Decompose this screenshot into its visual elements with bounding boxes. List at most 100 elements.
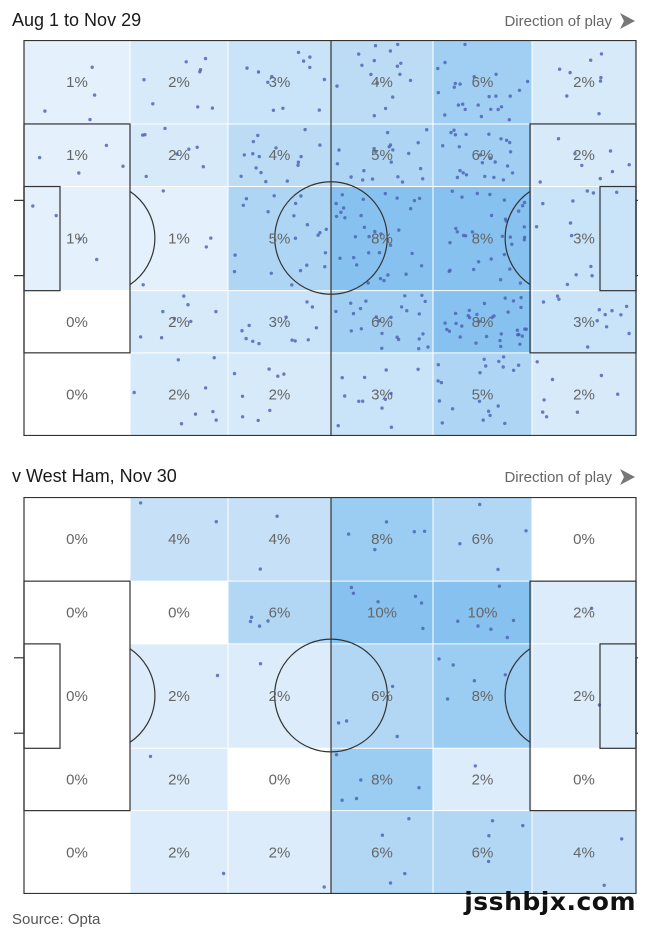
touch-dot bbox=[349, 301, 353, 305]
touch-dot bbox=[372, 58, 376, 63]
touch-dot bbox=[453, 311, 458, 316]
touch-dot bbox=[550, 377, 555, 382]
zone-value-label: 3% bbox=[573, 231, 595, 248]
touch-dot bbox=[496, 404, 500, 408]
touch-dot bbox=[388, 49, 393, 53]
touch-dot bbox=[460, 324, 464, 328]
touch-dot bbox=[296, 163, 300, 167]
touch-dot bbox=[214, 418, 218, 422]
touch-dot bbox=[464, 173, 469, 177]
touch-dot bbox=[624, 304, 629, 309]
touch-dot bbox=[603, 312, 607, 317]
touch-dot bbox=[604, 325, 609, 329]
touch-dot bbox=[373, 229, 377, 234]
touch-dot bbox=[386, 273, 390, 277]
zone-cell bbox=[24, 810, 130, 894]
touch-dot bbox=[161, 309, 165, 314]
touch-dot bbox=[436, 66, 440, 71]
zone-cell bbox=[532, 810, 636, 894]
zone-cell bbox=[228, 748, 331, 811]
touch-dot bbox=[380, 406, 384, 410]
touch-dot bbox=[419, 601, 424, 605]
touch-dot bbox=[361, 399, 365, 403]
touch-dot bbox=[366, 281, 370, 285]
zone-value-label: 8% bbox=[371, 231, 393, 248]
touch-dot bbox=[303, 127, 307, 132]
touch-dot bbox=[464, 132, 468, 137]
touch-dot bbox=[349, 329, 353, 333]
zone-cell bbox=[433, 186, 532, 291]
touch-dot bbox=[282, 372, 286, 376]
touch-dot bbox=[496, 107, 500, 112]
touch-dot bbox=[437, 657, 441, 661]
touch-dot bbox=[43, 109, 47, 113]
touch-dot bbox=[615, 190, 619, 194]
touch-dot bbox=[247, 323, 251, 328]
zone-value-label: 0% bbox=[66, 314, 88, 331]
touch-dot bbox=[519, 295, 523, 300]
zone-value-label: 2% bbox=[573, 605, 595, 622]
touch-dot bbox=[580, 163, 584, 168]
touch-dot bbox=[417, 337, 421, 341]
touch-dot bbox=[336, 721, 341, 725]
zone-value-label: 4% bbox=[168, 531, 190, 548]
touch-dot bbox=[308, 55, 312, 59]
touch-dot bbox=[522, 238, 526, 242]
touch-dot bbox=[481, 418, 485, 422]
touch-dot bbox=[172, 316, 176, 321]
touch-dot bbox=[274, 146, 278, 150]
touch-dot bbox=[616, 392, 620, 396]
touch-dot bbox=[148, 754, 153, 759]
zone-value-label: 10% bbox=[367, 605, 397, 622]
touch-dot bbox=[359, 778, 363, 782]
touch-dot bbox=[586, 345, 590, 349]
touch-dot bbox=[441, 144, 445, 148]
zone-value-label: 2% bbox=[168, 844, 190, 861]
zone-value-label: 3% bbox=[371, 386, 393, 403]
zone-value-label: 0% bbox=[66, 386, 88, 403]
panel-title: Aug 1 to Nov 29 bbox=[12, 10, 142, 30]
zone-value-label: 6% bbox=[371, 688, 393, 705]
touch-dot bbox=[397, 228, 401, 232]
touch-dot bbox=[395, 196, 399, 200]
touch-dot bbox=[308, 65, 312, 70]
touch-dot bbox=[454, 226, 458, 231]
touch-dot bbox=[405, 309, 409, 313]
touch-dot bbox=[436, 379, 440, 383]
touch-dot bbox=[413, 594, 418, 598]
touch-dot bbox=[209, 236, 213, 240]
zone-cell bbox=[433, 581, 532, 644]
touch-dot bbox=[620, 837, 624, 841]
touch-dot bbox=[316, 233, 320, 237]
touch-dot bbox=[391, 148, 395, 152]
zone-value-label: 3% bbox=[269, 314, 291, 331]
touch-dot bbox=[293, 339, 297, 343]
zone-cell bbox=[24, 352, 130, 436]
touch-dot bbox=[284, 315, 288, 319]
touch-dot bbox=[349, 585, 354, 590]
touch-dot bbox=[372, 146, 376, 151]
touch-dot bbox=[314, 326, 319, 330]
touch-dot bbox=[305, 263, 309, 267]
touch-dot bbox=[487, 132, 491, 136]
touch-dot bbox=[501, 178, 506, 182]
touch-dot bbox=[541, 201, 545, 206]
zone-value-label: 6% bbox=[472, 74, 494, 91]
touch-dot bbox=[510, 242, 514, 246]
touch-dot bbox=[483, 174, 487, 179]
zone-cell bbox=[130, 810, 228, 894]
zone-cell bbox=[130, 40, 228, 124]
zone-value-label: 4% bbox=[573, 844, 595, 861]
zone-value-label: 6% bbox=[371, 314, 393, 331]
zone-value-label: 4% bbox=[269, 531, 291, 548]
touch-dot bbox=[335, 162, 340, 166]
touch-dot bbox=[490, 819, 495, 823]
zone-cell bbox=[228, 40, 331, 124]
zone-value-label: 0% bbox=[66, 688, 88, 705]
touch-dot bbox=[241, 203, 245, 207]
touch-dot bbox=[142, 78, 146, 82]
zone-cell bbox=[331, 40, 433, 124]
touch-dot bbox=[463, 42, 467, 47]
touch-dot bbox=[515, 328, 520, 332]
touch-dot bbox=[346, 532, 351, 536]
